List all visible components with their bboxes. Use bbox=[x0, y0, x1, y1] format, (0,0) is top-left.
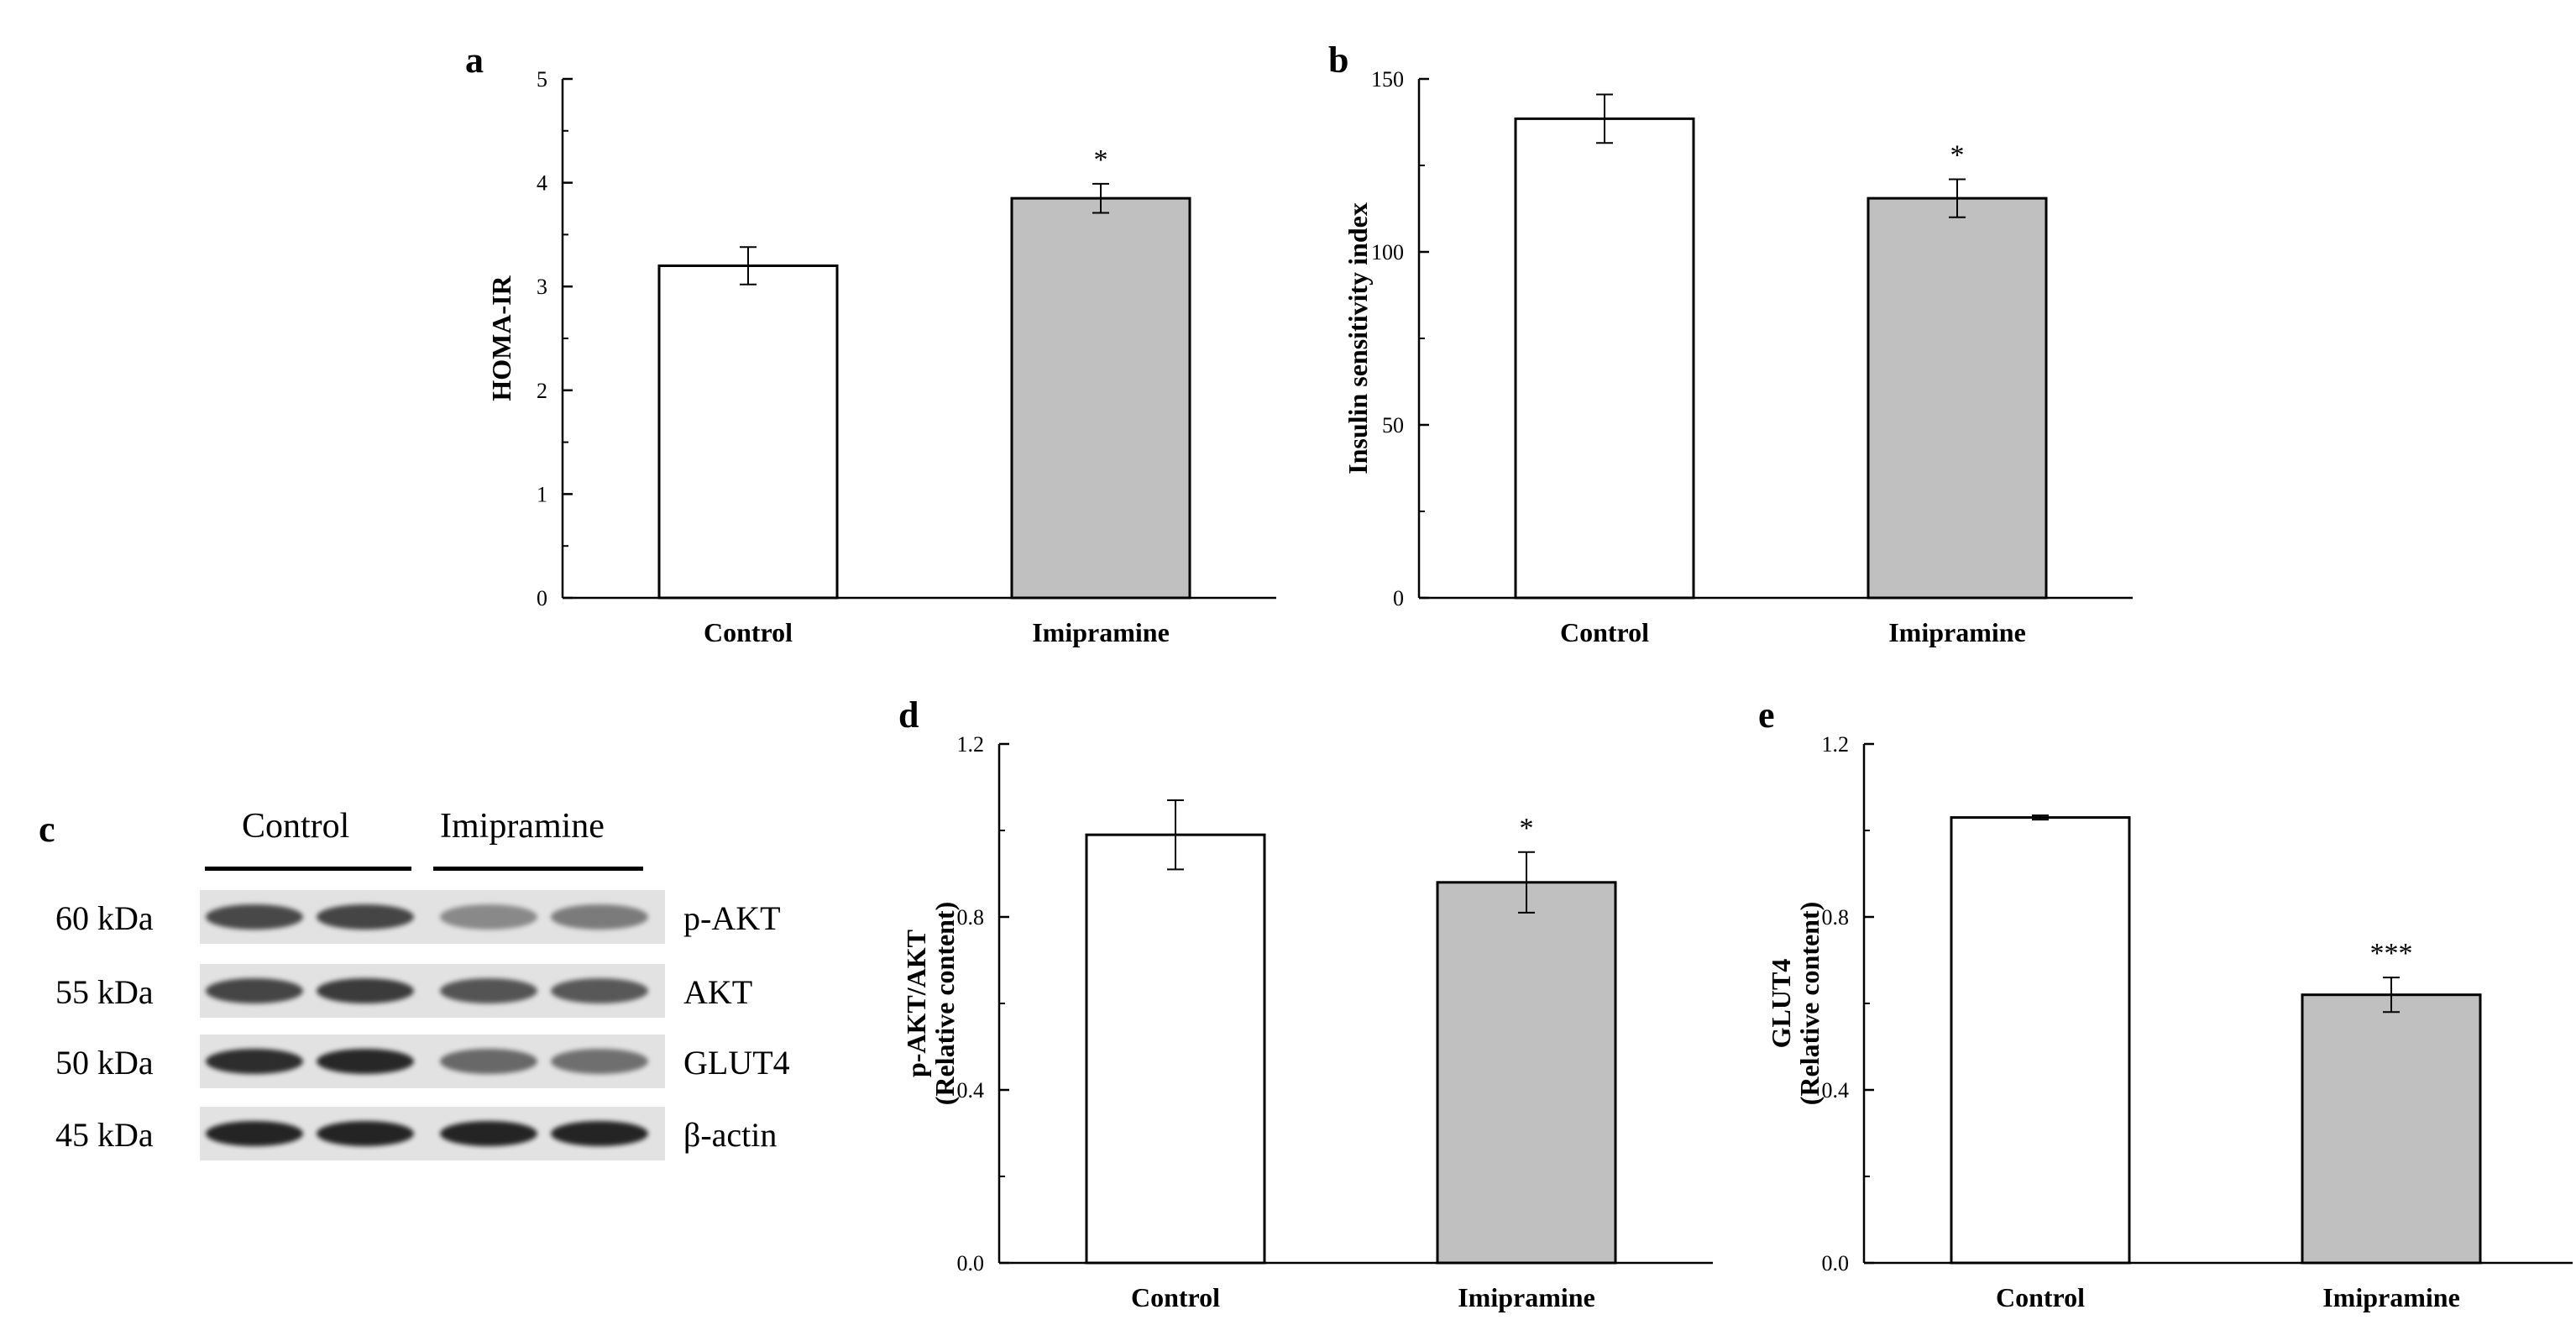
panel-letter-c: c bbox=[39, 809, 55, 850]
blot-band bbox=[551, 904, 648, 930]
blot-size-label: 55 kDa bbox=[55, 973, 154, 1011]
blot-band bbox=[206, 978, 303, 1003]
panel-letter-a: a bbox=[465, 39, 484, 81]
chart-e-tick-label: 0.8 bbox=[1822, 905, 1850, 930]
chart-e-ylabel-secondary: (Relative content) bbox=[1794, 902, 1825, 1106]
chart-e-significance: *** bbox=[2370, 938, 2413, 969]
chart-e-tick-label: 0.0 bbox=[1822, 1251, 1850, 1275]
chart-b-tick-label: 150 bbox=[1371, 67, 1404, 92]
chart-a-tick-label: 3 bbox=[537, 275, 547, 299]
blot-size-label: 60 kDa bbox=[55, 899, 154, 937]
blot-band bbox=[440, 904, 537, 930]
chart-e-category-label: Imipramine bbox=[2322, 1282, 2460, 1312]
blot-group-label-control: Control bbox=[242, 807, 350, 846]
blot-band bbox=[317, 978, 414, 1003]
chart-a-ylabel: HOMA-IR bbox=[486, 275, 516, 401]
chart-d-significance: * bbox=[1520, 813, 1534, 844]
blot-group-label-imipramine: Imipramine bbox=[440, 807, 605, 846]
chart-e-category-label: Control bbox=[1996, 1282, 2085, 1312]
western-blot-panel: Control Imipramine 60 kDa p-AKT 55 kDa AKT 5… bbox=[0, 789, 873, 1192]
chart-d-tick-label: 1.2 bbox=[957, 732, 985, 757]
chart-a-category-label: Imipramine bbox=[1032, 617, 1170, 647]
blot-band bbox=[440, 1121, 537, 1146]
chart-b-category-label: Control bbox=[1560, 617, 1649, 647]
blot-protein-label: β-actin bbox=[683, 1116, 778, 1154]
chart-e-bar-control bbox=[1950, 816, 2131, 1265]
blot-band bbox=[317, 1121, 414, 1146]
blot-band bbox=[206, 1121, 303, 1146]
chart-b-tick-label: 50 bbox=[1382, 413, 1404, 437]
chart-b-category-label: Imipramine bbox=[1888, 617, 2026, 647]
chart-d-tick-label: 0.4 bbox=[957, 1078, 985, 1103]
panel-letter-e: e bbox=[1758, 694, 1775, 736]
blot-protein-label: AKT bbox=[683, 973, 753, 1011]
chart-d-tick-label: 0.0 bbox=[957, 1251, 985, 1275]
chart-p-akt-akt: 0.0 0.4 0.8 1.2 p-AKT/AKT(Relative content) C… bbox=[901, 732, 1713, 1312]
chart-b-tick-label: 0 bbox=[1393, 586, 1404, 610]
blot-protein-label: p-AKT bbox=[683, 899, 781, 937]
blot-band bbox=[206, 1049, 303, 1074]
blot-size-label: 50 kDa bbox=[55, 1044, 154, 1082]
blot-band bbox=[440, 1049, 537, 1074]
chart-b-bar-control bbox=[1514, 117, 1695, 600]
chart-d-bar-control bbox=[1085, 833, 1266, 1265]
chart-glut4: 0.0 0.4 0.8 1.2 GLUT4(Relative content) Contr… bbox=[1766, 732, 2573, 1312]
chart-a-tick-label: 0 bbox=[537, 586, 547, 610]
blot-band bbox=[551, 1121, 648, 1146]
chart-a-tick-label: 1 bbox=[537, 482, 547, 506]
blot-size-label: 45 kDa bbox=[55, 1116, 154, 1154]
chart-d-ylabel-secondary: (Relative content) bbox=[929, 902, 960, 1106]
chart-d-tick-label: 0.8 bbox=[957, 905, 985, 930]
chart-a-category-label: Control bbox=[704, 617, 793, 647]
chart-a-tick-label: 2 bbox=[537, 379, 547, 403]
chart-a-bar-control bbox=[657, 264, 839, 600]
blot-band bbox=[551, 1049, 648, 1074]
chart-b-tick-label: 100 bbox=[1371, 240, 1404, 265]
chart-e-tick-label: 0.4 bbox=[1822, 1078, 1850, 1103]
panel-letter-d: d bbox=[898, 694, 919, 736]
chart-b-bar-imipramine bbox=[1867, 196, 2048, 600]
chart-e-bar-imipramine bbox=[2301, 993, 2482, 1265]
blot-band bbox=[440, 978, 537, 1003]
chart-d-bar-imipramine bbox=[1436, 881, 1617, 1265]
chart-a-tick-label: 4 bbox=[537, 171, 547, 196]
blot-band bbox=[551, 978, 648, 1003]
chart-a-significance: * bbox=[1094, 144, 1108, 175]
chart-d-ylabel: p-AKT/AKT bbox=[901, 930, 931, 1077]
panel-letter-b: b bbox=[1328, 39, 1349, 81]
chart-a-tick-label: 5 bbox=[537, 67, 547, 92]
chart-insulin-sensitivity: 0 50 100 150 Insulin sensitivity index Contro… bbox=[1343, 67, 2133, 647]
chart-e-ylabel: GLUT4 bbox=[1766, 959, 1796, 1049]
blot-band bbox=[317, 1049, 414, 1074]
chart-d-category-label: Control bbox=[1131, 1282, 1220, 1312]
blot-group-line-control bbox=[205, 867, 411, 871]
chart-homa-ir: 0 1 2 3 4 5 HOMA-IR Control * Imipramine bbox=[486, 67, 1276, 647]
chart-b-ylabel: Insulin sensitivity index bbox=[1343, 202, 1373, 474]
blot-protein-label: GLUT4 bbox=[683, 1044, 790, 1082]
chart-d-category-label: Imipramine bbox=[1458, 1282, 1595, 1312]
blot-group-line-imipramine bbox=[433, 867, 643, 871]
blot-band bbox=[317, 904, 414, 930]
chart-b-significance: * bbox=[1950, 139, 1965, 170]
chart-a-bar-imipramine bbox=[1010, 196, 1191, 600]
chart-e-tick-label: 1.2 bbox=[1822, 732, 1850, 757]
blot-band bbox=[206, 904, 303, 930]
